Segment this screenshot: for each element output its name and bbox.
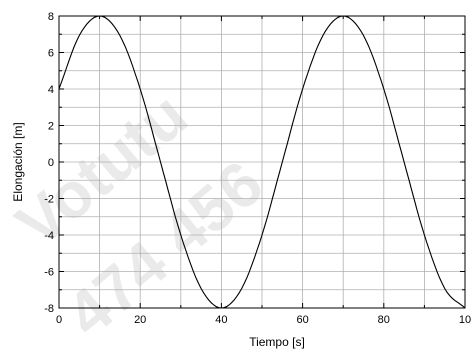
- y-tick-label: 6: [48, 48, 54, 60]
- y-axis-title: Elongación [m]: [11, 122, 25, 201]
- series-line: [58, 15, 466, 309]
- y-tick-label: 0: [48, 157, 54, 169]
- y-tick-label: -6: [44, 267, 54, 279]
- x-tick-label: 60: [296, 314, 308, 326]
- x-tick-label: 0: [56, 314, 62, 326]
- tick-labels: 0 20 40 60 80 10 -8 -6 -4 -2 0 2 4 6 8: [44, 11, 471, 326]
- y-tick-label: -2: [44, 194, 54, 206]
- x-tick-label: 40: [215, 314, 227, 326]
- x-tick-label: 20: [134, 314, 146, 326]
- axis-ticks: [58, 15, 466, 309]
- y-tick-label: 2: [48, 121, 54, 133]
- y-tick-label: 8: [48, 11, 54, 23]
- y-tick-label: -8: [44, 303, 54, 315]
- x-tick-label: 80: [378, 314, 390, 326]
- y-tick-label: 4: [48, 84, 54, 96]
- x-axis-title: Tiempo [s]: [249, 335, 305, 349]
- y-tick-label: -4: [44, 230, 54, 242]
- x-tick-label: 10: [459, 314, 471, 326]
- plot-area: [58, 15, 466, 309]
